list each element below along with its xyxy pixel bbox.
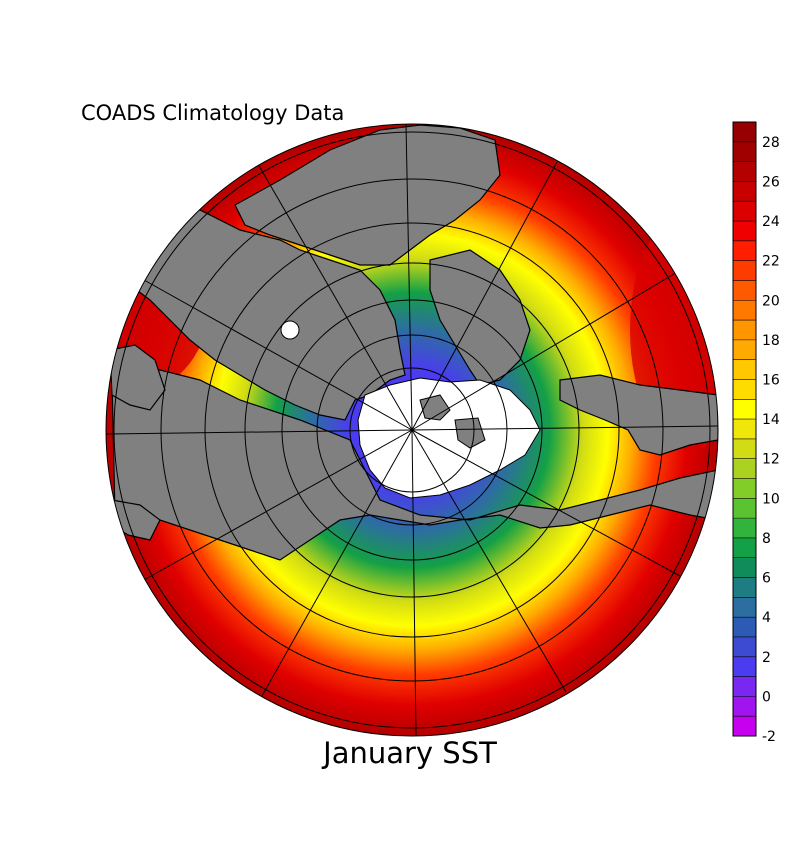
colorbar-swatch — [733, 240, 756, 262]
colorbar-swatch — [733, 577, 756, 598]
colorbar-swatch — [733, 518, 756, 539]
colorbar-swatch — [733, 379, 756, 400]
colorbar-tick-label: 22 — [762, 254, 780, 270]
colorbar-swatch — [733, 122, 756, 143]
map-title: January SST — [323, 736, 497, 770]
colorbar-swatch — [733, 636, 756, 658]
colorbar-swatch — [733, 696, 756, 717]
colorbar-swatch — [733, 221, 756, 242]
colorbar-swatch — [733, 537, 756, 559]
colorbar-swatch — [733, 458, 756, 480]
colorbar-swatch — [733, 597, 756, 618]
sea-ice — [280, 320, 541, 499]
colorbar-tick-label: -2 — [762, 729, 776, 745]
colorbar-tick-label: 12 — [762, 452, 780, 468]
colorbar-swatch — [733, 478, 756, 499]
colorbar-swatch — [733, 260, 756, 281]
colorbar-swatch — [733, 617, 756, 638]
colorbar-swatch — [733, 141, 756, 163]
colorbar-tick-label: 24 — [762, 214, 780, 230]
colorbar-swatch — [733, 201, 756, 222]
colorbar-tick-label: 16 — [762, 372, 780, 388]
colorbar-tick-label: 2 — [762, 650, 771, 666]
colorbar-frame — [732, 121, 757, 737]
colorbar-tick-label: 20 — [762, 293, 780, 309]
colorbar-swatch — [733, 300, 756, 321]
map-border — [105, 123, 719, 737]
colorbar-swatch — [733, 498, 756, 519]
colorbar-tick-label: 4 — [762, 610, 771, 626]
colorbar-tick-label: 6 — [762, 571, 771, 587]
colorbar-tick-label: 14 — [762, 412, 780, 428]
colorbar-tick-label: 28 — [762, 135, 780, 151]
data-source-label: COADS Climatology Data — [81, 101, 345, 125]
colorbar-swatch — [733, 280, 756, 301]
colorbar-swatch — [733, 656, 756, 678]
colorbar-swatch — [733, 320, 756, 341]
colorbar-tick-label: 0 — [762, 689, 771, 705]
colorbar-swatch — [733, 716, 756, 737]
colorbar-tick-label: 8 — [762, 531, 771, 547]
graticule — [106, 124, 718, 736]
colorbar-swatch — [733, 676, 756, 697]
colorbar-swatch — [733, 339, 756, 361]
colorbar-tick-label: 10 — [762, 491, 780, 507]
colorbar-swatch — [733, 438, 756, 460]
colorbar-swatch — [733, 359, 756, 380]
colorbar-tick-label: 18 — [762, 333, 780, 349]
colorbar-swatch — [733, 557, 756, 579]
land — [109, 124, 718, 561]
colorbar-swatch — [733, 419, 756, 440]
colorbar-swatch — [733, 399, 756, 420]
colorbar-swatch — [733, 161, 756, 182]
colorbar-swatch — [733, 181, 756, 202]
colorbar-tick-label: 26 — [762, 174, 780, 190]
